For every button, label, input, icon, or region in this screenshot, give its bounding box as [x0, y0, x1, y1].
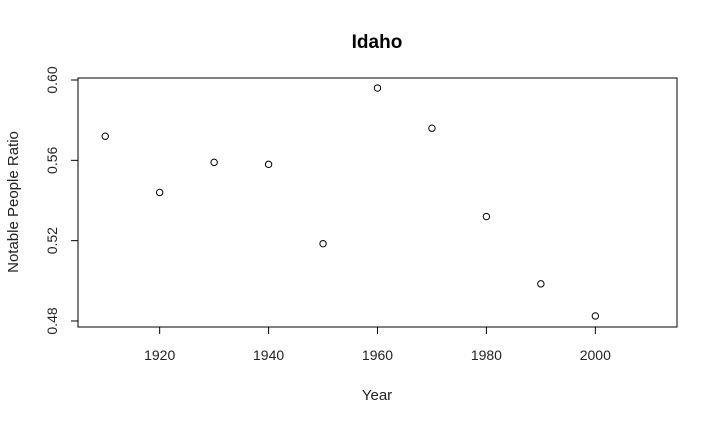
data-point — [155, 188, 164, 197]
data-point — [210, 158, 218, 167]
x-axis-label: Year — [362, 387, 392, 404]
data-point — [319, 239, 327, 248]
y-axis-label: Notable People Ratio — [5, 131, 22, 273]
data-point — [482, 212, 491, 221]
data-point — [537, 280, 545, 288]
data-point — [428, 124, 436, 132]
x-tick-label: 1940 — [253, 347, 284, 363]
data-point — [264, 160, 273, 169]
y-axis: 0.48 0.52 0.56 0.60 — [44, 66, 79, 335]
y-tick-label: 0.56 — [44, 146, 60, 173]
data-point — [101, 132, 109, 140]
chart-title: Idaho — [352, 32, 403, 53]
plot-frame — [77, 77, 678, 328]
y-tick-label: 0.60 — [44, 66, 60, 93]
x-tick-label: 1980 — [471, 347, 502, 363]
x-tick-label: 1920 — [144, 347, 175, 363]
data-point — [591, 312, 600, 320]
data-points — [101, 84, 600, 320]
x-axis: 1920 1940 1960 1980 2000 — [144, 326, 611, 363]
data-point — [373, 84, 382, 92]
x-tick-label: 2000 — [580, 347, 611, 363]
y-tick-label: 0.48 — [44, 307, 60, 334]
x-tick-label: 1960 — [362, 347, 393, 363]
y-tick-label: 0.52 — [44, 227, 60, 254]
